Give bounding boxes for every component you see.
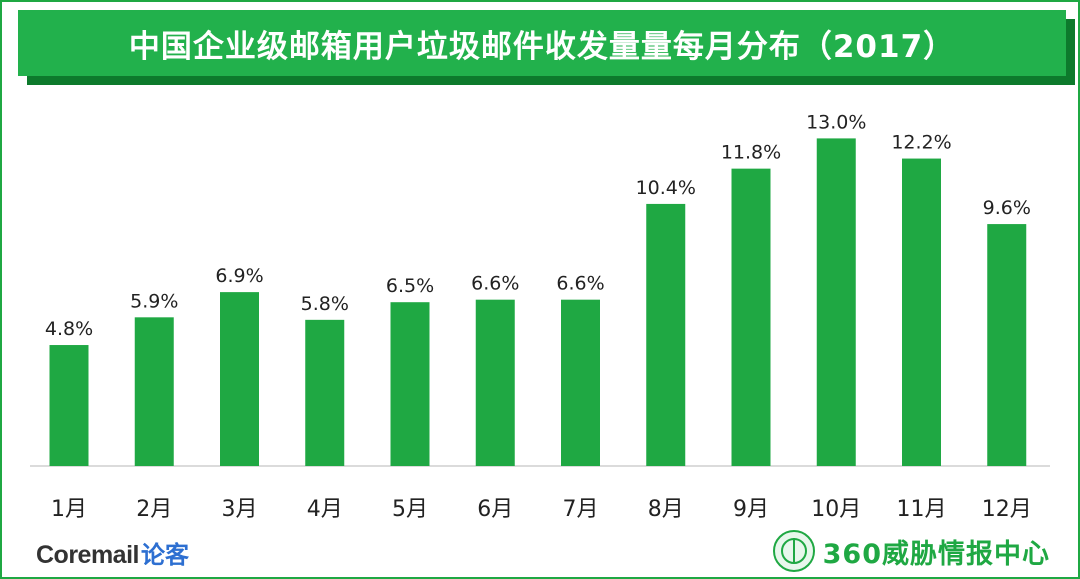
category-label: 2月 <box>136 497 172 522</box>
chart-title: 中国企业级邮箱用户垃圾邮件收发量量每月分布（2017） <box>128 28 956 65</box>
coremail-brand: Coremail <box>36 541 139 569</box>
category-label: 11月 <box>897 497 947 522</box>
globe-icon <box>772 530 815 572</box>
category-label: 7月 <box>563 497 599 522</box>
category-label: 8月 <box>648 497 684 522</box>
data-label: 6.5% <box>386 275 434 297</box>
title-bar: 中国企业级邮箱用户垃圾邮件收发量量每月分布（2017） <box>18 10 1066 76</box>
bar-7月 <box>561 299 600 466</box>
category-label: 5月 <box>392 497 428 522</box>
data-label: 10.4% <box>636 177 696 199</box>
bar-1月 <box>49 345 89 466</box>
bar-3月 <box>220 292 259 466</box>
data-label: 6.9% <box>215 265 263 287</box>
bar-2月 <box>134 317 174 466</box>
data-label: 6.6% <box>471 273 519 295</box>
data-label: 9.6% <box>983 197 1031 219</box>
coremail-logo: Coremail 论客 <box>36 535 189 570</box>
360-logo: 360威胁情报中心 <box>772 530 1050 572</box>
data-label: 5.9% <box>130 290 178 312</box>
360-logo-name: 360威胁情报中心 <box>822 538 1050 570</box>
data-label: 4.8% <box>45 318 93 340</box>
category-label: 9月 <box>733 497 769 522</box>
bar-4月 <box>305 319 345 466</box>
category-label: 6月 <box>477 497 513 522</box>
data-label: 12.2% <box>891 132 951 154</box>
category-label: 4月 <box>307 497 343 522</box>
bar-10月 <box>816 138 856 466</box>
coremail-sub: 论客 <box>140 542 189 569</box>
category-label: 10月 <box>811 497 861 522</box>
data-label: 13.0% <box>806 111 866 133</box>
data-label: 5.8% <box>301 293 349 315</box>
bar-5月 <box>390 302 430 466</box>
bar-11月 <box>902 158 941 466</box>
category-label: 3月 <box>222 497 258 522</box>
category-label: 1月 <box>51 497 87 522</box>
data-label: 6.6% <box>556 273 604 295</box>
bar-8月 <box>646 203 686 467</box>
bar-9月 <box>731 168 771 466</box>
bar-12月 <box>987 224 1027 466</box>
category-label: 12月 <box>982 497 1032 522</box>
bar-6月 <box>475 299 515 466</box>
data-label: 11.8% <box>721 142 781 164</box>
